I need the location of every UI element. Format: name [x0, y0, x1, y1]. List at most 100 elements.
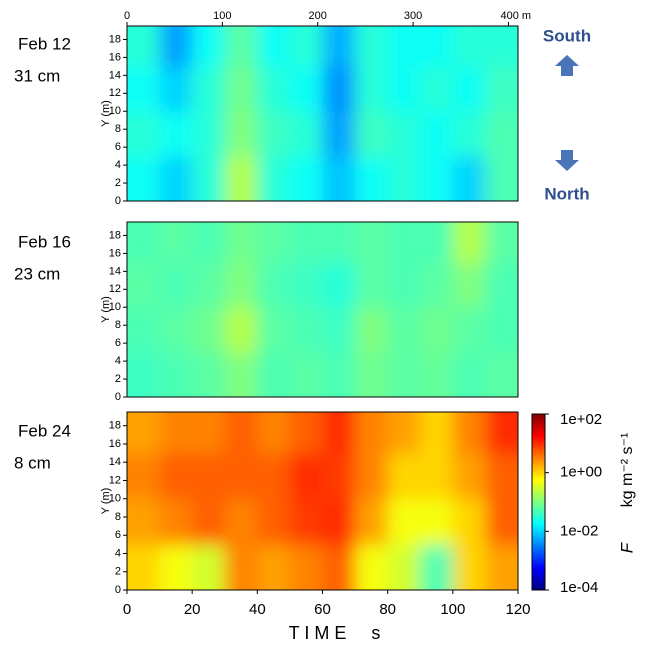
heat-cell — [387, 544, 421, 590]
heat-cell — [322, 498, 356, 545]
heat-cell — [224, 222, 258, 263]
y-tick-label: 0 — [115, 391, 121, 403]
heat-cell — [387, 156, 421, 201]
heat-cell — [257, 412, 291, 454]
y-tick-label: 16 — [109, 51, 121, 63]
y-tick-label: 8 — [115, 319, 121, 331]
heat-cell — [452, 412, 486, 454]
heat-cell — [127, 544, 161, 590]
heat-cell — [485, 66, 518, 112]
heat-cell — [452, 498, 486, 545]
heat-cell — [257, 352, 291, 397]
heat-cell — [257, 262, 291, 308]
y-tick-label: 6 — [115, 337, 121, 349]
heat-cell — [387, 352, 421, 397]
heat-cell — [159, 498, 193, 545]
y-tick-label: 18 — [109, 420, 121, 432]
heat-cell — [192, 352, 226, 397]
heat-cell — [257, 307, 291, 353]
y-tick-label: 0 — [115, 584, 121, 596]
heat-cell — [257, 111, 291, 157]
heat-cell — [485, 26, 518, 67]
direction-label: North — [544, 184, 589, 203]
heat-cell — [127, 453, 161, 500]
y-tick-label: 8 — [115, 123, 121, 135]
heat-cell — [289, 544, 323, 590]
y-tick-label: 10 — [109, 105, 121, 117]
heat-cell — [159, 66, 193, 112]
heat-cell — [387, 307, 421, 353]
heat-cell — [355, 156, 389, 201]
heat-cell — [355, 66, 389, 112]
y-tick-label: 14 — [109, 456, 121, 468]
heat-cell — [192, 66, 226, 112]
heat-cell — [257, 66, 291, 112]
heat-cell — [420, 307, 454, 353]
y-tick-label: 14 — [109, 265, 121, 277]
heat-cell — [159, 111, 193, 157]
heatmap — [127, 222, 518, 397]
heat-cell — [192, 498, 226, 545]
y-tick-label: 12 — [109, 474, 121, 486]
depth-label: 23 cm — [14, 264, 60, 283]
heat-cell — [452, 156, 486, 201]
heat-cell — [420, 498, 454, 545]
heat-cell — [355, 111, 389, 157]
heat-cell — [127, 66, 161, 112]
heat-cell — [420, 156, 454, 201]
y-tick-label: 4 — [115, 159, 121, 171]
date-label: Feb 16 — [18, 232, 71, 251]
heat-cell — [322, 352, 356, 397]
heat-cell — [355, 453, 389, 500]
heat-cell — [159, 262, 193, 308]
heat-cell — [127, 352, 161, 397]
y-axis-label: Y (m) — [100, 100, 112, 127]
y-tick-label: 18 — [109, 229, 121, 241]
heat-cell — [224, 352, 258, 397]
heat-cell — [420, 26, 454, 67]
colorbar-tick-label: 1e-04 — [560, 579, 598, 596]
heat-cell — [192, 544, 226, 590]
heat-cell — [452, 26, 486, 67]
x-tick-label: 20 — [184, 601, 201, 618]
heat-cell — [257, 453, 291, 500]
heat-cell — [485, 498, 518, 545]
heat-cell — [224, 544, 258, 590]
heat-cell — [192, 307, 226, 353]
top-tick-label: 300 — [404, 10, 422, 22]
colorbar-tick-label: 1e+02 — [560, 411, 602, 428]
date-label: Feb 12 — [18, 34, 71, 53]
heat-cell — [355, 498, 389, 545]
heat-cell — [452, 222, 486, 263]
heat-cell — [224, 26, 258, 67]
heatmap — [127, 26, 518, 201]
heat-cell — [289, 498, 323, 545]
heat-cell — [322, 111, 356, 157]
heat-cell — [159, 156, 193, 201]
heat-cell — [289, 66, 323, 112]
x-tick-label: 80 — [379, 601, 396, 618]
y-tick-label: 8 — [115, 511, 121, 523]
y-tick-label: 18 — [109, 33, 121, 45]
heat-cell — [192, 156, 226, 201]
heat-cell — [485, 352, 518, 397]
heat-cell — [322, 307, 356, 353]
y-axis-label: Y (m) — [100, 488, 112, 515]
heat-cell — [485, 453, 518, 500]
heat-cell — [485, 412, 518, 454]
depth-label: 31 cm — [14, 66, 60, 85]
colorbar-unit: kg m⁻² s⁻¹ — [619, 433, 636, 508]
heat-cell — [289, 352, 323, 397]
y-tick-label: 0 — [115, 195, 121, 207]
y-tick-label: 2 — [115, 373, 121, 385]
heat-cell — [322, 26, 356, 67]
heat-cell — [485, 156, 518, 201]
heat-cell — [420, 453, 454, 500]
heat-cell — [127, 156, 161, 201]
heat-cell — [387, 26, 421, 67]
heat-cell — [322, 66, 356, 112]
heat-cell — [127, 262, 161, 308]
heat-cell — [224, 412, 258, 454]
plot-frame — [126, 221, 519, 398]
